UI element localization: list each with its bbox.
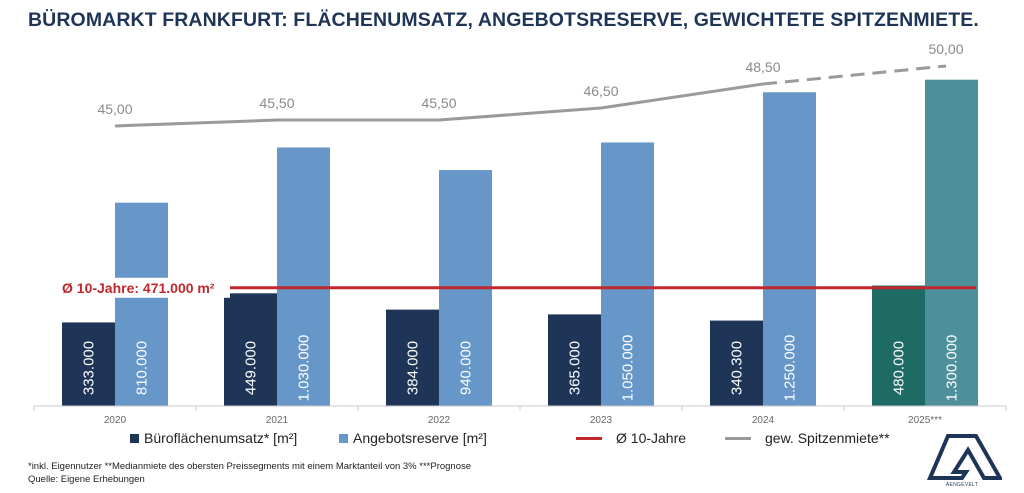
bar-label-reserve-2025***: 1.300.000 — [944, 335, 961, 402]
bar-reserve-2020 — [115, 202, 168, 406]
x-tick-label-2024: 2024 — [752, 415, 775, 426]
chart-title: BÜROMARKT FRANKFURT: FLÄCHENUMSATZ, ANGE… — [28, 9, 979, 31]
company-logo: AENGEVELT — [922, 432, 1004, 490]
bar-label-umsatz-2022: 384.000 — [405, 341, 422, 395]
bar-label-umsatz-2023: 365.000 — [567, 341, 584, 395]
bar-label-reserve-2020: 810.000 — [134, 341, 151, 395]
bar-umsatz-2022 — [386, 309, 439, 406]
bar-umsatz-2021 — [224, 293, 277, 406]
bar-label-umsatz-2021: 449.000 — [243, 341, 260, 395]
bar-umsatz-2020 — [62, 322, 115, 406]
bar-label-umsatz-2020: 333.000 — [81, 341, 98, 395]
chart-legend: Büroflächenumsatz* [m²] Angebotsreserve … — [0, 430, 1024, 452]
bar-label-umsatz-2024: 340.300 — [729, 341, 746, 395]
logo-text: AENGEVELT — [945, 482, 979, 488]
bar-umsatz-2025*** — [872, 285, 925, 406]
footnote-line-1: *inkl. Eigennutzer **Medianmiete des obe… — [28, 461, 472, 472]
average-label-background — [52, 277, 230, 298]
rent-label-2020: 45,00 — [97, 101, 132, 117]
legend-swatch-reserve — [339, 433, 348, 443]
x-tick-label-2020: 2020 — [104, 415, 127, 426]
rent-line-forecast — [762, 64, 947, 86]
legend-swatch-average — [576, 436, 602, 440]
legend-item-rent: gew. Spitzenmiete** — [725, 430, 890, 446]
rent-line-solid — [114, 82, 764, 128]
chart-area: 333.000 810.000 2020 449.000 1.030.000 2021 38… — [33, 41, 1007, 426]
footnote-line-2: Quelle: Eigene Erhebungen — [28, 474, 145, 485]
bar-reserve-2023 — [601, 142, 654, 406]
legend-label-reserve: Angebotsreserve [m²] — [353, 430, 487, 446]
legend-item-average: Ø 10-Jahre — [576, 430, 686, 446]
rent-label-2024: 48,50 — [745, 59, 780, 75]
x-tick-label-2022: 2022 — [428, 415, 451, 426]
bar-label-reserve-2023: 1.050.000 — [620, 335, 637, 402]
bar-label-umsatz-2025***: 480.000 — [891, 341, 908, 395]
bar-reserve-2025*** — [925, 79, 978, 406]
x-tick-label-2023: 2023 — [590, 415, 613, 426]
rent-label-2023: 46,50 — [583, 83, 618, 99]
bar-reserve-2024 — [763, 92, 816, 406]
bar-label-reserve-2022: 940.000 — [458, 341, 475, 395]
rent-label-2025***: 50,00 — [928, 41, 963, 57]
bar-umsatz-2024 — [710, 320, 763, 406]
footnote: *inkl. Eigennutzer **Medianmiete des obe… — [28, 460, 471, 486]
rent-label-2021: 45,50 — [259, 95, 294, 111]
bar-label-reserve-2024: 1.250.000 — [782, 335, 799, 402]
legend-item-reserve: Angebotsreserve [m²] — [339, 430, 487, 446]
legend-label-rent: gew. Spitzenmiete** — [765, 430, 890, 446]
bar-umsatz-2023 — [548, 314, 601, 406]
x-tick-label-2025***: 2025*** — [908, 415, 942, 426]
legend-swatch-rent — [725, 436, 751, 440]
legend-swatch-umsatz — [130, 433, 139, 443]
bar-label-reserve-2021: 1.030.000 — [296, 335, 313, 402]
rent-label-2022: 45,50 — [421, 95, 456, 111]
legend-item-umsatz: Büroflächenumsatz* [m²] — [130, 430, 297, 446]
logo-mark-icon — [926, 434, 1004, 480]
legend-label-umsatz: Büroflächenumsatz* [m²] — [144, 430, 298, 446]
average-label: Ø 10-Jahre: 471.000 m² — [62, 280, 215, 296]
x-tick-label-2021: 2021 — [266, 415, 289, 426]
legend-label-average: Ø 10-Jahre — [616, 430, 687, 446]
bar-reserve-2021 — [277, 147, 330, 406]
